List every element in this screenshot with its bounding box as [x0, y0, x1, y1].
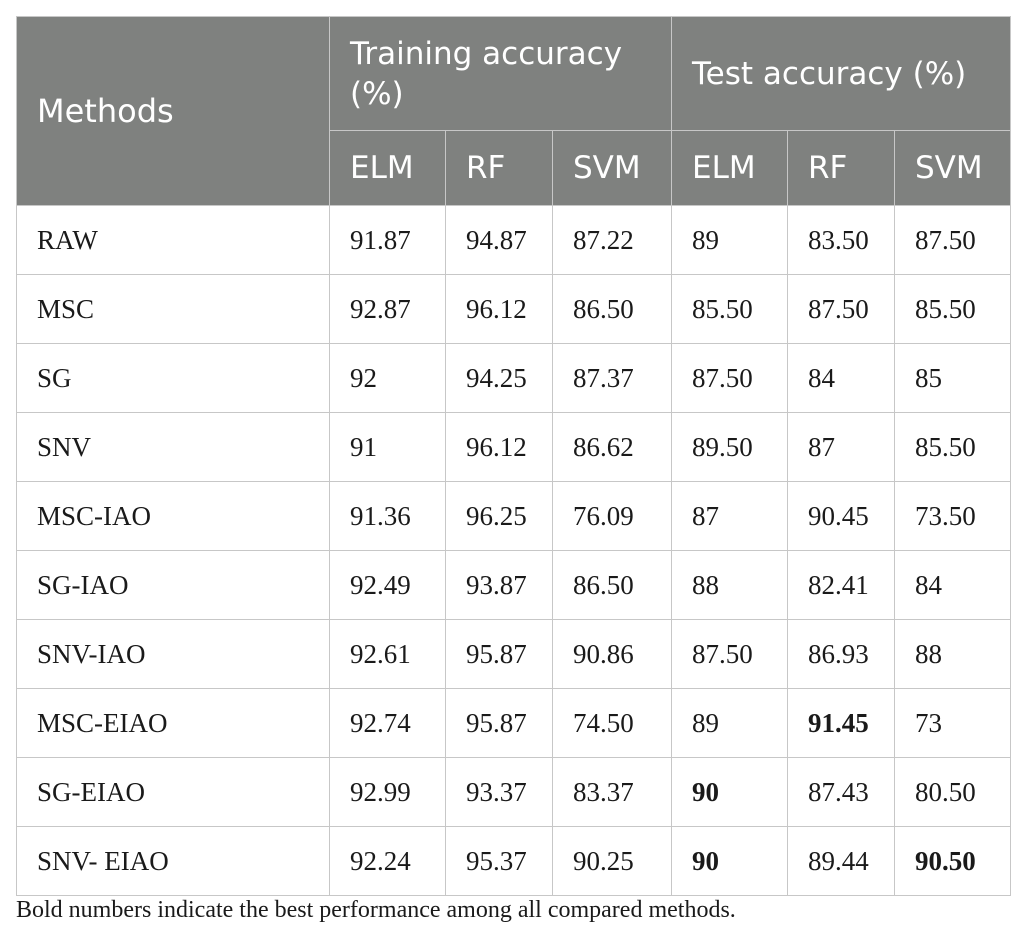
method-cell: SG: [16, 343, 330, 413]
value-cell: 73.50: [893, 481, 1012, 551]
value-cell: 90.50: [893, 826, 1012, 896]
header-row-sub: ELM RF SVM ELM RF SVM: [17, 130, 1012, 206]
table-row: SNV- EIAO 92.24 95.37 90.25 90 89.44 90.50: [16, 826, 1012, 896]
value-cell: 89.50: [671, 412, 788, 482]
value-cell: 91: [329, 412, 446, 482]
sub-header-training-rf: RF: [445, 130, 553, 206]
table-row: RAW 91.87 94.87 87.22 89 83.50 87.50: [16, 205, 1012, 275]
value-cell: 83.50: [787, 205, 895, 275]
value-cell: 86.93: [787, 619, 895, 689]
value-cell: 88: [671, 550, 788, 620]
value-cell: 87.43: [787, 757, 895, 827]
value-cell: 84: [787, 343, 895, 413]
value-cell: 80.50: [893, 757, 1012, 827]
sub-header-test-elm: ELM: [671, 130, 788, 206]
value-cell: 85.50: [671, 274, 788, 344]
value-cell: 85.50: [893, 412, 1012, 482]
value-cell: 87.50: [893, 205, 1012, 275]
test-accuracy-header: Test accuracy (%): [670, 16, 1012, 131]
accuracy-table-container: Methods Training accuracy (%) Test accur…: [16, 16, 1012, 896]
accuracy-table: Methods Training accuracy (%) Test accur…: [16, 16, 1012, 896]
value-cell: 91.87: [329, 205, 446, 275]
value-cell: 93.87: [445, 550, 553, 620]
value-cell: 85: [893, 343, 1012, 413]
value-cell: 74.50: [552, 688, 672, 758]
value-cell: 83.37: [552, 757, 672, 827]
method-cell: SG-EIAO: [16, 757, 330, 827]
value-cell: 87.22: [552, 205, 672, 275]
value-cell: 89: [671, 688, 788, 758]
value-cell: 73: [893, 688, 1012, 758]
sub-header-training-elm: ELM: [329, 130, 446, 206]
sub-header-training-svm: SVM: [552, 130, 672, 206]
sub-header-test-rf: RF: [787, 130, 895, 206]
value-cell: 95.87: [445, 619, 553, 689]
methods-column-header: Methods: [16, 16, 330, 206]
value-cell: 94.25: [445, 343, 553, 413]
training-accuracy-header: Training accuracy (%): [329, 16, 672, 131]
method-cell: RAW: [16, 205, 330, 275]
method-cell: SNV-IAO: [16, 619, 330, 689]
value-cell: 95.37: [445, 826, 553, 896]
table-row: MSC 92.87 96.12 86.50 85.50 87.50 85.50: [16, 274, 1012, 344]
sub-header-test-svm: SVM: [893, 130, 1012, 206]
method-cell: MSC-IAO: [16, 481, 330, 551]
value-cell: 92.74: [329, 688, 446, 758]
value-cell: 90.86: [552, 619, 672, 689]
value-cell: 82.41: [787, 550, 895, 620]
method-cell: SNV: [16, 412, 330, 482]
header-row-group: Methods Training accuracy (%) Test accur…: [16, 16, 1012, 206]
value-cell: 85.50: [893, 274, 1012, 344]
table-row: SG 92 94.25 87.37 87.50 84 85: [16, 343, 1012, 413]
value-cell: 87: [787, 412, 895, 482]
value-cell: 87.50: [671, 619, 788, 689]
table-body: RAW 91.87 94.87 87.22 89 83.50 87.50 MSC 92.87 96…: [16, 205, 1012, 896]
table-row: SG-EIAO 92.99 93.37 83.37 90 87.43 80.50: [16, 757, 1012, 827]
value-cell: 96.12: [445, 274, 553, 344]
table-row: SG-IAO 92.49 93.87 86.50 88 82.41 84: [16, 550, 1012, 620]
value-cell: 87: [671, 481, 788, 551]
value-cell: 86.50: [552, 274, 672, 344]
value-cell: 92: [329, 343, 446, 413]
method-cell: SNV- EIAO: [16, 826, 330, 896]
value-cell: 92.24: [329, 826, 446, 896]
value-cell: 87.50: [671, 343, 788, 413]
value-cell: 90: [671, 757, 788, 827]
value-cell: 84: [893, 550, 1012, 620]
table-row: MSC-EIAO 92.74 95.87 74.50 89 91.45 73: [16, 688, 1012, 758]
value-cell: 90.25: [552, 826, 672, 896]
method-cell: MSC-EIAO: [16, 688, 330, 758]
value-cell: 86.62: [552, 412, 672, 482]
table-row: SNV-IAO 92.61 95.87 90.86 87.50 86.93 88: [16, 619, 1012, 689]
value-cell: 94.87: [445, 205, 553, 275]
value-cell: 92.87: [329, 274, 446, 344]
table-row: MSC-IAO 91.36 96.25 76.09 87 90.45 73.50: [16, 481, 1012, 551]
value-cell: 88: [893, 619, 1012, 689]
value-cell: 86.50: [552, 550, 672, 620]
value-cell: 92.61: [329, 619, 446, 689]
value-cell: 91.45: [787, 688, 895, 758]
value-cell: 89: [671, 205, 788, 275]
method-cell: MSC: [16, 274, 330, 344]
table-footnote: Bold numbers indicate the best performan…: [16, 897, 736, 923]
value-cell: 92.49: [329, 550, 446, 620]
value-cell: 96.12: [445, 412, 553, 482]
value-cell: 90: [671, 826, 788, 896]
method-cell: SG-IAO: [16, 550, 330, 620]
value-cell: 95.87: [445, 688, 553, 758]
value-cell: 92.99: [329, 757, 446, 827]
table-header: Methods Training accuracy (%) Test accur…: [16, 16, 1012, 206]
value-cell: 76.09: [552, 481, 672, 551]
value-cell: 96.25: [445, 481, 553, 551]
table-row: SNV 91 96.12 86.62 89.50 87 85.50: [16, 412, 1012, 482]
value-cell: 91.36: [329, 481, 446, 551]
value-cell: 89.44: [787, 826, 895, 896]
value-cell: 87.50: [787, 274, 895, 344]
value-cell: 90.45: [787, 481, 895, 551]
value-cell: 93.37: [445, 757, 553, 827]
value-cell: 87.37: [552, 343, 672, 413]
